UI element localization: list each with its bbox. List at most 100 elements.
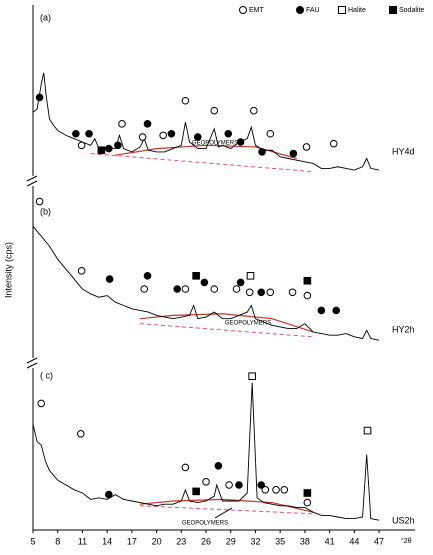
phase-marker [236,138,245,146]
phase-marker [181,96,190,105]
phase-marker [159,131,167,140]
phase-marker [167,129,176,138]
geopolymer-label: GEOPOLYMERS [182,521,228,527]
phase-marker [173,285,181,293]
phase-marker [303,291,312,300]
phase-marker [200,278,209,287]
phase-marker [118,120,126,128]
legend-symbol [338,6,346,14]
x-tick-label: 5 [30,536,35,546]
phase-marker [97,146,106,155]
phase-marker [138,133,147,141]
x-tick-label: 23 [176,536,186,546]
phase-marker [236,278,245,287]
legend-label: Sodalite [399,7,424,14]
phase-marker [303,489,312,497]
phase-marker [140,285,149,293]
axis-break [26,357,38,364]
phase-marker [232,285,241,293]
phase-marker [35,93,44,102]
axis-break [26,362,38,369]
phase-marker [332,306,341,315]
x-tick-label: 8 [55,536,60,546]
phase-marker [214,462,223,470]
phase-marker [363,426,372,435]
geopolymer-baseline [90,153,314,173]
legend-symbol [296,6,304,14]
phase-marker [288,288,297,297]
phase-marker [257,288,266,297]
left-axis [26,5,415,531]
phase-marker [266,129,275,138]
phase-marker [72,129,80,138]
phase-marker [303,276,312,285]
x-tick-label: 17 [127,536,137,546]
phase-marker [245,288,254,297]
x-tick-label: 41 [325,536,335,546]
phase-marker [235,481,243,489]
geopolymer-label: GEOPOLYMERS [225,321,271,327]
phase-marker [246,272,255,280]
legend-symbol [389,6,397,14]
x-tick-label: 38 [300,536,310,546]
x-tick-label: 26 [201,536,211,546]
phase-marker [202,478,210,486]
phase-marker [257,481,266,489]
sample-label: HY2h [392,324,415,334]
phase-marker [329,139,338,148]
panel-label: (b) [40,206,51,216]
phase-marker [224,129,233,138]
phase-marker [77,267,86,275]
xrd-trace [32,382,380,521]
phase-marker [280,486,289,494]
legend-label: Halite [348,7,366,14]
xrd-trace [32,226,380,341]
phase-marker [225,481,233,489]
phase-marker [193,133,202,141]
x-tick-label: 47 [374,536,384,546]
x-tick-label: 44 [349,536,359,546]
geopolymer-label: GEOPOLYMERS [192,141,238,147]
legend-label: EMT [249,7,265,14]
x-tick-label: 29 [226,536,236,546]
geopolymer-baseline [140,323,314,338]
x-tick-label: 11 [78,536,87,546]
phase-marker [248,372,256,380]
phase-marker [143,272,152,280]
phase-marker [317,306,326,315]
geopolymer-baseline [140,505,314,515]
phase-marker [105,275,114,283]
geopolymer-arrow [214,507,233,519]
sample-label: US2h [392,515,415,525]
phase-marker [105,144,113,153]
sample-label: HY4d [392,146,415,156]
phase-marker [35,197,44,206]
x-tick-label: 35 [275,536,285,546]
phase-marker [143,120,152,128]
phase-marker [289,149,298,158]
phase-marker [114,141,122,150]
phase-marker [210,285,219,293]
phase-marker [105,490,113,499]
x-tick-label: 32 [250,536,260,546]
panel-label: ( c) [40,370,53,380]
phase-marker [181,285,190,293]
phase-marker [85,129,93,138]
phase-marker [261,486,270,494]
phase-marker [302,143,311,151]
phase-marker [266,288,275,297]
phase-marker [250,106,258,115]
x-tick-label: 20 [152,536,162,546]
phase-marker [303,498,312,507]
y-axis-label: Intensity (cps) [3,242,13,298]
geopolymer-hump [115,144,297,160]
axis-break [26,175,38,182]
x-axis-label: °2θ [401,537,412,545]
x-tick-label: 14 [102,536,112,546]
axis-break [26,180,38,187]
phase-marker [258,148,266,156]
xrd-trace [32,72,380,171]
phase-marker [37,399,46,408]
phase-marker [272,486,280,494]
